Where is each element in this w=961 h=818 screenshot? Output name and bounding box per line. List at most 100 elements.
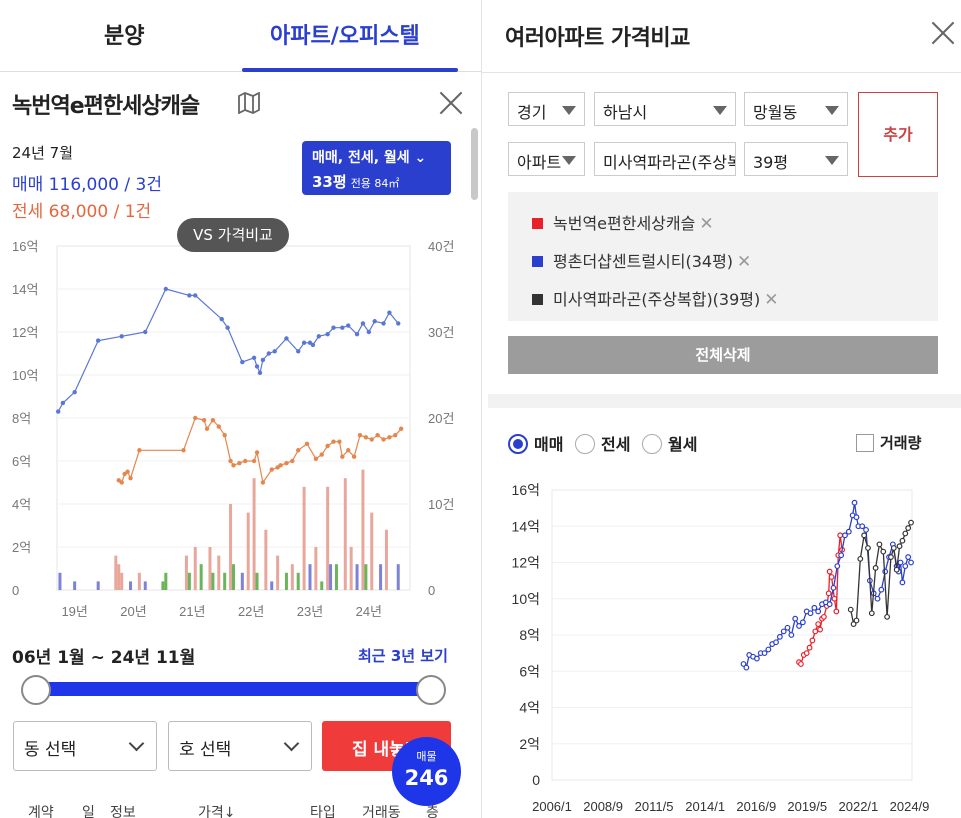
data-point: [240, 359, 245, 365]
col-building[interactable]: 거래동: [362, 805, 401, 818]
data-point: [331, 439, 336, 444]
volume-bar: [334, 564, 338, 590]
summary-rent: 전세 68,000 / 1건: [12, 202, 152, 222]
dong-select[interactable]: 동 선택: [13, 721, 157, 771]
y-tick-label: 6억: [519, 663, 540, 679]
data-point: [861, 532, 868, 539]
volume-bar: [284, 572, 288, 590]
data-point: [269, 467, 274, 472]
data-point: [266, 351, 271, 356]
data-point: [387, 435, 392, 440]
section-divider: [488, 394, 961, 408]
radio-circle: [508, 434, 528, 454]
size-select[interactable]: 39평: [744, 142, 848, 176]
volume-bar: [143, 581, 147, 590]
data-point: [826, 601, 833, 608]
add-compare-button[interactable]: 추가: [858, 92, 938, 177]
vs-compare-button[interactable]: VS 가격비교: [177, 218, 289, 252]
x-tick-label: 22년: [238, 604, 264, 619]
tab-apartment-officetel[interactable]: 아파트/오피스텔: [270, 24, 420, 49]
col-info[interactable]: 정보: [110, 805, 136, 818]
data-point: [834, 563, 841, 570]
close-compare-icon[interactable]: [930, 20, 956, 46]
data-point: [340, 325, 345, 330]
data-point: [119, 480, 124, 485]
volume-bar: [137, 572, 141, 590]
dong-area-value: 망월동: [753, 103, 798, 122]
data-point: [360, 321, 366, 326]
complex-select[interactable]: 미사역파라곤(주상복합): [594, 142, 736, 176]
col-day[interactable]: 일: [82, 805, 95, 818]
kind-select[interactable]: 아파트: [508, 142, 585, 176]
data-point: [228, 458, 233, 464]
data-point: [853, 617, 860, 624]
radio-monthly-label: 월세: [668, 435, 698, 454]
remove-icon[interactable]: ✕: [737, 252, 752, 272]
map-icon[interactable]: [237, 92, 261, 114]
data-point: [204, 426, 210, 431]
volume-bar: [232, 564, 235, 590]
volume-checkbox[interactable]: 거래량: [856, 432, 921, 453]
data-point: [792, 615, 799, 622]
x-tick-label: 2019/5: [787, 799, 827, 814]
complex-value: 미사역파라곤(주상복합): [603, 153, 735, 172]
dong-area-select[interactable]: 망월동: [744, 92, 848, 126]
clear-all-button[interactable]: 전체삭제: [508, 336, 938, 374]
compare-list: 녹번역e편한세상캐슬 ✕ 평촌더샵센트럴시티(34평) ✕ 미사역파라곤(주상복합)…: [508, 192, 938, 321]
radio-buy[interactable]: 매매: [508, 431, 563, 455]
data-point: [825, 590, 832, 597]
city-select[interactable]: 하남시: [594, 92, 736, 126]
volume-bar: [252, 478, 256, 590]
data-point: [753, 655, 760, 662]
data-point: [845, 528, 852, 535]
data-point: [908, 519, 914, 526]
x-tick-label: 21년: [179, 604, 205, 619]
y2-tick-label: 40건: [428, 239, 454, 254]
data-point: [304, 441, 310, 446]
data-point: [812, 628, 819, 635]
data-point: [798, 661, 804, 667]
listing-count-badge[interactable]: 매물 246: [392, 737, 461, 806]
data-point: [357, 433, 363, 438]
detail-scrollbar[interactable]: [471, 128, 478, 200]
volume-bar: [114, 555, 118, 590]
period-slider-start-handle[interactable]: [21, 675, 51, 705]
y-tick-label: 12억: [12, 325, 38, 340]
compare-price-chart: 16억 14억 12억 10억 8억 6억 4억 2억 0 2006/1 2008/9 2011/5 2…: [512, 482, 930, 814]
compare-item: 녹번역e편한세상캐슬 ✕: [532, 210, 714, 234]
ho-select[interactable]: 호 선택: [168, 721, 312, 771]
tab-presale[interactable]: 분양: [104, 24, 145, 49]
chevron-down-icon: [128, 735, 145, 752]
deal-type-selector[interactable]: 매매, 전세, 월세 ⌄ 33평 전용 84㎡: [302, 141, 451, 195]
price-history-chart: 16억 14억 12억 10억 8억 6억 4억 2억 0 40건 30건 20건 10건 0 19년 20년…: [12, 239, 454, 619]
area-label: 전용 84㎡: [350, 177, 400, 190]
remove-icon[interactable]: ✕: [699, 214, 714, 234]
data-point: [325, 331, 330, 337]
period-slider-end-handle[interactable]: [416, 675, 446, 705]
compare-item: 미사역파라곤(주상복합)(39평) ✕: [532, 286, 779, 310]
data-point: [872, 565, 879, 571]
recent-3y-link[interactable]: 최근 3년 보기: [358, 647, 448, 665]
radio-jeonse[interactable]: 전세: [575, 431, 630, 455]
period-slider-track[interactable]: [36, 682, 432, 696]
data-point: [833, 608, 840, 615]
remove-icon[interactable]: ✕: [764, 290, 779, 310]
y-tick-label: 10억: [12, 368, 38, 383]
data-point: [842, 532, 848, 539]
volume-bar: [364, 564, 368, 590]
col-type[interactable]: 타입: [310, 805, 336, 818]
col-contract[interactable]: 계약: [28, 805, 54, 818]
data-point: [284, 460, 289, 466]
data-point: [761, 650, 768, 657]
province-select[interactable]: 경기: [508, 92, 585, 126]
volume-bar: [73, 581, 77, 590]
col-floor[interactable]: 층: [426, 805, 439, 818]
radio-monthly[interactable]: 월세: [642, 431, 697, 455]
data-point: [284, 336, 289, 341]
col-price[interactable]: 가격↓: [198, 805, 236, 818]
volume-bar: [384, 529, 388, 590]
volume-bar: [314, 547, 318, 590]
close-detail-icon[interactable]: [438, 90, 464, 116]
data-point: [187, 293, 192, 298]
data-point: [803, 650, 810, 657]
